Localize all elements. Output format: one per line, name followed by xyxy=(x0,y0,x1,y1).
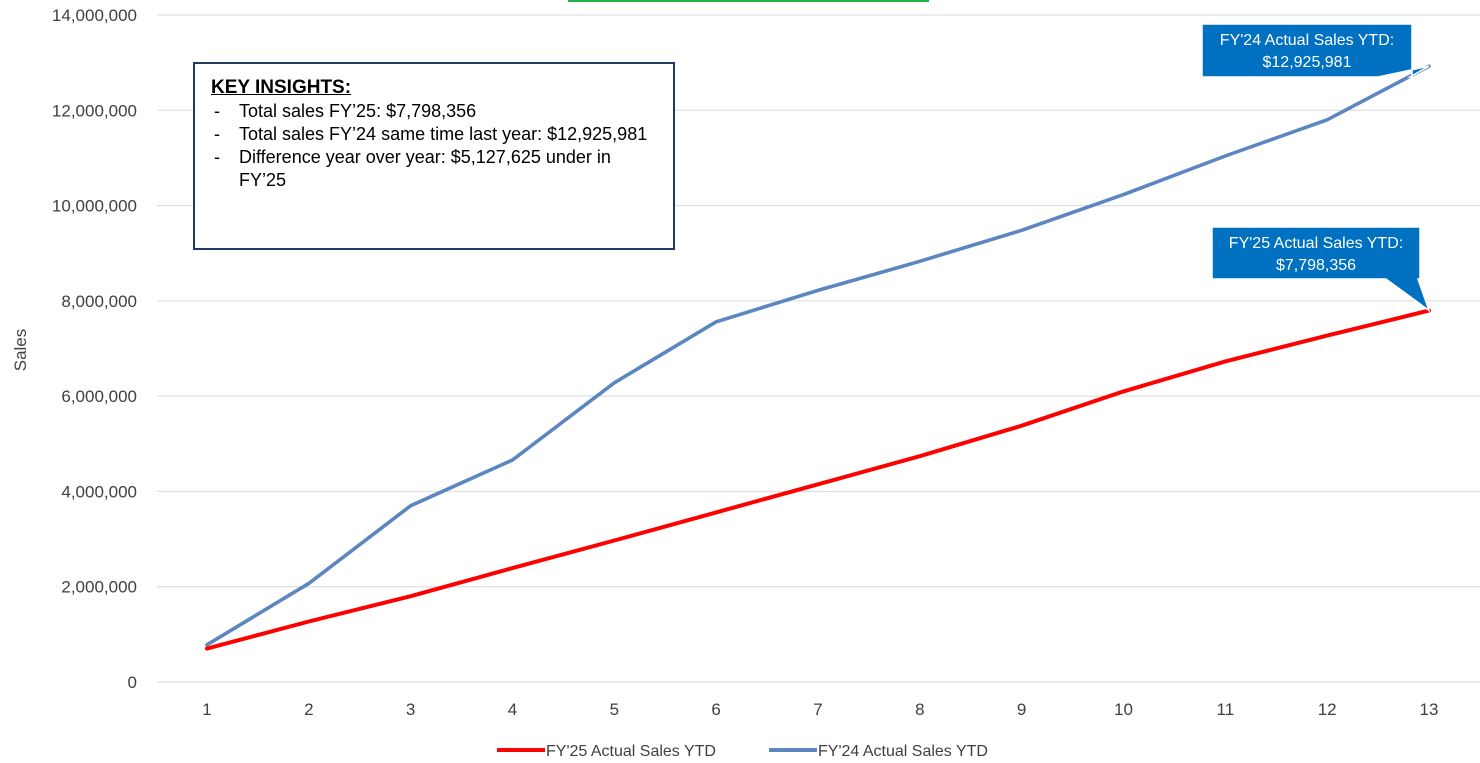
y-tick-label: 4,000,000 xyxy=(61,482,137,501)
y-tick-label: 12,000,000 xyxy=(52,101,137,120)
legend-item: FY'25 Actual Sales YTD xyxy=(497,743,716,760)
y-tick-label: 6,000,000 xyxy=(61,387,137,406)
callout-value: $7,798,356 xyxy=(1276,257,1356,274)
callout: FY'24 Actual Sales YTD: $12,925,981 xyxy=(1201,23,1430,78)
series-lines xyxy=(205,64,1431,651)
x-tick-label: 2 xyxy=(304,700,313,719)
title-box-fragment xyxy=(568,0,929,2)
insight-item: Total sales FY’25: $7,798,356 xyxy=(211,100,657,123)
x-tick-label: 1 xyxy=(202,700,211,719)
series-line xyxy=(205,308,1431,651)
legend-label: FY'24 Actual Sales YTD xyxy=(818,743,988,760)
callout-label: FY'24 Actual Sales YTD: xyxy=(1220,32,1394,49)
x-tick-label: 6 xyxy=(711,700,720,719)
x-tick-label: 4 xyxy=(508,700,517,719)
callout-value: $12,925,981 xyxy=(1263,54,1352,71)
y-tick-label: 0 xyxy=(128,673,137,692)
x-tick-label: 7 xyxy=(813,700,822,719)
x-tick-label: 8 xyxy=(915,700,924,719)
series-line xyxy=(205,64,1431,647)
key-insights-list: Total sales FY’25: $7,798,356 Total sale… xyxy=(211,100,657,192)
callout-box xyxy=(1201,23,1430,78)
y-tick-label: 2,000,000 xyxy=(61,578,137,597)
insight-item: Total sales FY’24 same time last year: $… xyxy=(211,123,657,146)
callouts: FY'24 Actual Sales YTD: $12,925,981 FY'25 … xyxy=(1201,23,1431,313)
legend: FY'25 Actual Sales YTD FY'24 Actual Sales… xyxy=(497,743,988,760)
callout-label: FY'25 Actual Sales YTD: xyxy=(1229,235,1403,252)
x-tick-label: 13 xyxy=(1420,700,1439,719)
y-tick-label: 14,000,000 xyxy=(52,6,137,25)
y-axis-label: Sales xyxy=(11,329,30,372)
x-tick-label: 11 xyxy=(1217,700,1235,719)
x-tick-label: 3 xyxy=(406,700,415,719)
callout-box xyxy=(1211,226,1431,313)
x-tick-label: 12 xyxy=(1318,700,1337,719)
y-axis-ticks: 0 2,000,000 4,000,000 6,000,000 8,000,000 10,… xyxy=(52,6,137,692)
y-tick-label: 10,000,000 xyxy=(52,197,137,216)
x-axis-ticks: 1 2 3 4 5 6 7 8 9 10 11 12 13 xyxy=(202,700,1438,719)
legend-label: FY'25 Actual Sales YTD xyxy=(546,743,716,760)
x-tick-label: 5 xyxy=(610,700,619,719)
insight-item: Difference year over year: $5,127,625 un… xyxy=(211,146,657,192)
key-insights-box: KEY INSIGHTS: Total sales FY’25: $7,798,… xyxy=(193,62,675,250)
legend-item: FY'24 Actual Sales YTD xyxy=(769,743,988,760)
x-tick-label: 9 xyxy=(1017,700,1026,719)
y-tick-label: 8,000,000 xyxy=(61,292,137,311)
key-insights-title: KEY INSIGHTS: xyxy=(211,77,352,98)
x-tick-label: 10 xyxy=(1114,700,1133,719)
callout: FY'25 Actual Sales YTD: $7,798,356 xyxy=(1211,226,1431,313)
